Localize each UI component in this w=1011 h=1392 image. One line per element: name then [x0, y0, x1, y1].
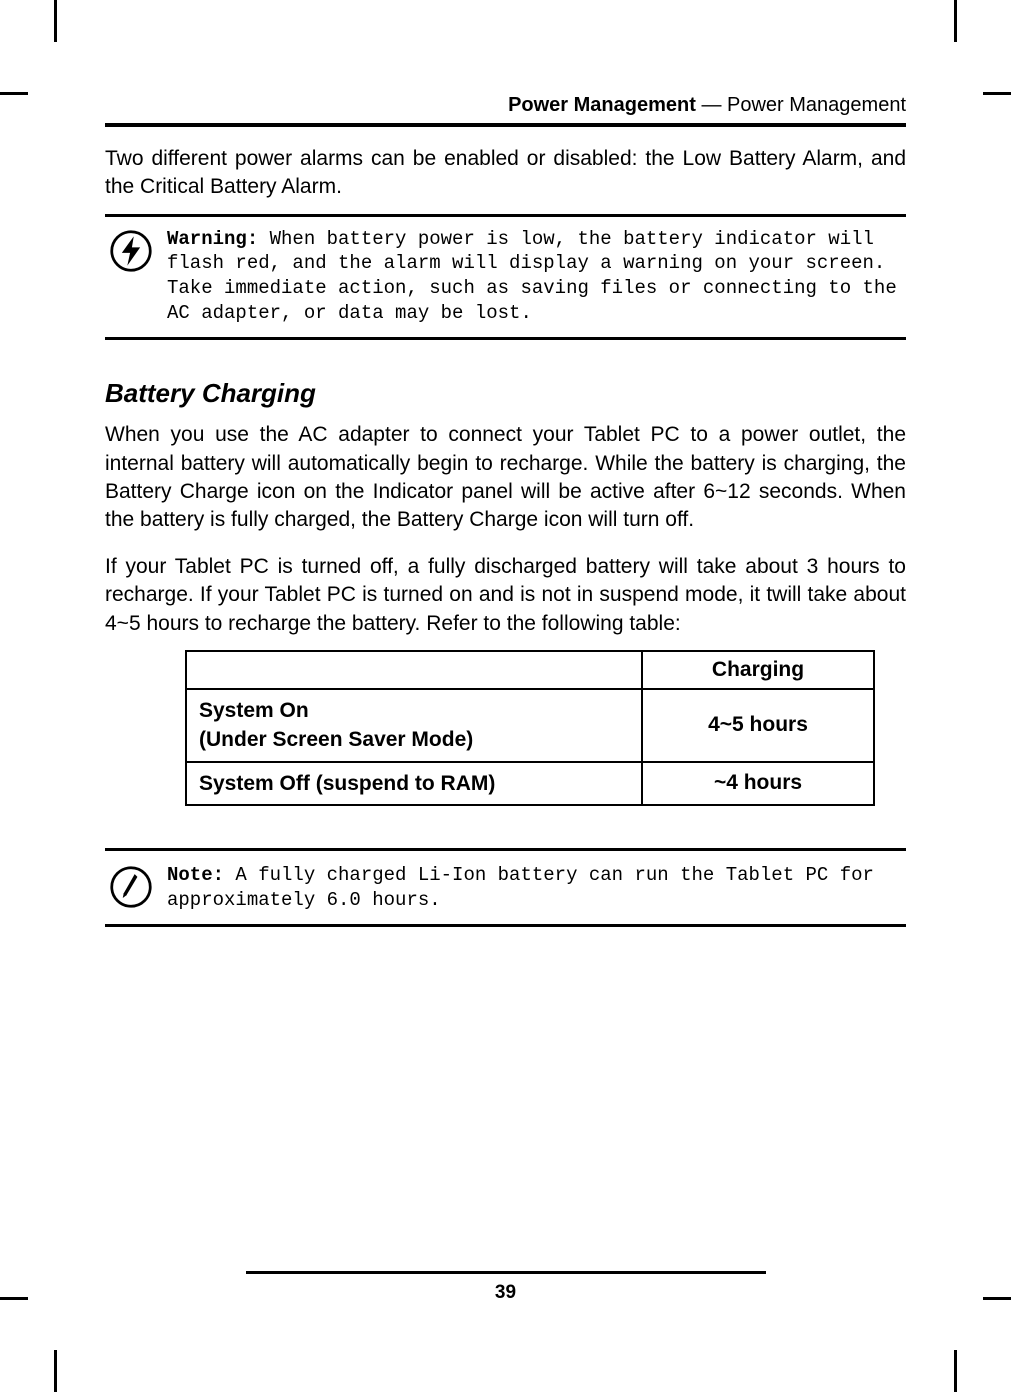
table-row: System On (Under Screen Saver Mode) 4~5 …: [186, 689, 874, 762]
warning-text: Warning: When battery power is low, the …: [167, 227, 902, 326]
crop-mark: [0, 92, 28, 95]
note-lead: Note:: [167, 864, 224, 886]
table-row: System Off (suspend to RAM) ~4 hours: [186, 762, 874, 805]
running-header: Power Management — Power Management: [105, 94, 906, 117]
paragraph-2: If your Tablet PC is turned off, a fully…: [105, 553, 906, 638]
header-sep: —: [696, 94, 727, 116]
header-plain: Power Management: [727, 94, 906, 116]
table-row-value: 4~5 hours: [642, 689, 874, 762]
table-row-label: System On (Under Screen Saver Mode): [186, 689, 642, 762]
pen-note-icon: [109, 865, 153, 909]
warning-rule-top: [105, 214, 906, 217]
row-label-line2: (Under Screen Saver Mode): [199, 728, 473, 751]
table-header-charging: Charging: [642, 651, 874, 689]
paragraph-1: When you use the AC adapter to connect y…: [105, 421, 906, 534]
warning-rule-bottom: [105, 337, 906, 340]
row-label-line1: System On: [199, 699, 309, 722]
warning-callout: Warning: When battery power is low, the …: [105, 225, 906, 328]
crop-mark: [54, 1350, 57, 1392]
crop-mark: [954, 1350, 957, 1392]
note-rule-bottom: [105, 924, 906, 927]
table-row-label: System Off (suspend to RAM): [186, 762, 642, 805]
crop-mark: [954, 0, 957, 42]
table-row-value: ~4 hours: [642, 762, 874, 805]
lightning-icon: [109, 229, 153, 273]
warning-body: When battery power is low, the battery i…: [167, 228, 897, 324]
crop-mark: [54, 0, 57, 42]
footer-rule: [246, 1271, 766, 1274]
section-title: Battery Charging: [105, 378, 906, 409]
note-rule-top: [105, 848, 906, 851]
note-body: A fully charged Li-Ion battery can run t…: [167, 864, 874, 911]
intro-paragraph: Two different power alarms can be enable…: [105, 145, 906, 202]
header-bold: Power Management: [508, 94, 696, 116]
crop-mark: [983, 92, 1011, 95]
table-empty-cell: [186, 651, 642, 689]
note-callout: Note: A fully charged Li-Ion battery can…: [105, 861, 906, 914]
header-rule: [105, 123, 906, 127]
warning-lead: Warning:: [167, 228, 258, 250]
page-number: 39: [0, 1282, 1011, 1304]
note-text: Note: A fully charged Li-Ion battery can…: [167, 863, 902, 912]
charging-table: Charging System On (Under Screen Saver M…: [185, 650, 875, 806]
